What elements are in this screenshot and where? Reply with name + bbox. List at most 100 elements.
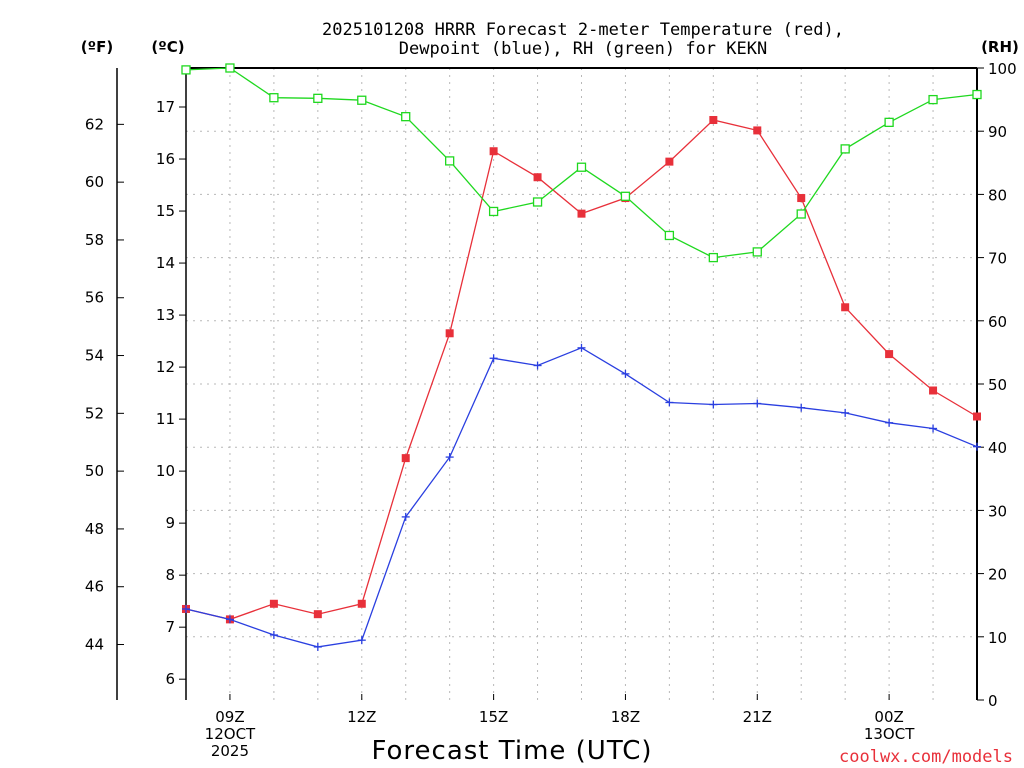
dewpoint-point (797, 403, 806, 412)
temperature-point (401, 454, 410, 463)
dewpoint-point (357, 636, 366, 645)
x-tick-label: 18Z (611, 708, 640, 726)
grid-lines (186, 68, 977, 700)
rh-point (225, 63, 235, 73)
rh-point (664, 230, 675, 241)
celsius-tick-label: 15 (156, 202, 175, 220)
temperature-point (533, 173, 542, 182)
celsius-unit-label: (ºC) (151, 38, 184, 56)
dewpoint-point (665, 398, 674, 407)
temperature-point (269, 599, 278, 608)
x-axis-title: Forecast Time (UTC) (371, 736, 652, 766)
temperature-point (709, 116, 718, 125)
series-rh (181, 63, 982, 263)
celsius-tick-label: 14 (156, 254, 175, 272)
temperature-point (929, 386, 938, 395)
rh-point (752, 247, 762, 257)
fahrenheit-tick-label: 50 (85, 462, 104, 480)
series (181, 63, 982, 651)
fahrenheit-tick-label: 52 (85, 404, 104, 422)
temperature-point (489, 147, 498, 156)
rh-tick-label: 10 (988, 629, 1007, 647)
temperature-point (313, 610, 322, 619)
dewpoint-point (885, 418, 894, 427)
chart-title-line-1: 2025101208 HRRR Forecast 2-meter Tempera… (322, 20, 844, 40)
temperature-point (841, 303, 850, 312)
dewpoint-point (621, 369, 630, 378)
rh-point (620, 191, 631, 201)
rh-tick-label: 100 (988, 60, 1017, 78)
rh-tick-label: 90 (988, 123, 1007, 141)
celsius-tick-label: 8 (165, 566, 175, 584)
dewpoint-point (973, 442, 981, 451)
x-tick-label: 13OCT (864, 725, 915, 743)
celsius-tick-label: 17 (156, 98, 175, 116)
rh-unit-label: (RH) (981, 38, 1019, 56)
x-tick-label: 12OCT (205, 725, 256, 743)
dewpoint-point (269, 630, 278, 639)
rh-point (796, 209, 806, 219)
fahrenheit-tick-label: 54 (85, 347, 104, 365)
rh-point (708, 252, 718, 263)
series-dewpoint (182, 343, 981, 651)
celsius-tick-label: 10 (156, 462, 175, 480)
x-tick-label: 12Z (347, 708, 376, 726)
rh-tick-label: 70 (988, 250, 1007, 268)
x-tick-label: 00Z (874, 708, 903, 726)
chart-title-line-2: Dewpoint (blue), RH (green) for KEKN (399, 39, 767, 59)
dewpoint-point (445, 453, 454, 462)
rh-tick-label: 40 (988, 439, 1007, 457)
dewpoint-point (533, 361, 542, 370)
rh-point (928, 94, 938, 105)
rh-tick-label: 60 (988, 313, 1007, 331)
dewpoint-point (401, 512, 410, 521)
fahrenheit-tick-label: 46 (85, 578, 104, 596)
temperature-point (885, 350, 894, 359)
rh-point (357, 95, 367, 105)
dewpoint-point (313, 642, 322, 651)
celsius-tick-label: 11 (156, 410, 175, 428)
fahrenheit-tick-label: 60 (85, 173, 104, 191)
rh-point (488, 206, 499, 217)
rh-point (972, 89, 982, 100)
temperature-point (445, 329, 454, 338)
fahrenheit-tick-label: 56 (85, 289, 104, 307)
celsius-tick-label: 9 (165, 514, 175, 532)
temperature-point (973, 412, 981, 421)
temperature-point (577, 209, 586, 218)
x-tick-label: 09Z (215, 708, 244, 726)
dewpoint-point (182, 604, 190, 613)
celsius-tick-label: 7 (165, 618, 175, 636)
rh-point (840, 144, 850, 154)
fahrenheit-unit-label: (ºF) (81, 38, 113, 56)
rh-tick-label: 50 (988, 376, 1007, 394)
credit-link[interactable]: coolwx.com/models (839, 747, 1013, 767)
fahrenheit-tick-label: 62 (85, 115, 104, 133)
x-tick-label: 21Z (743, 708, 772, 726)
rh-point (313, 93, 323, 103)
dewpoint-point (709, 400, 718, 409)
rh-point (576, 162, 587, 172)
celsius-tick-label: 16 (156, 150, 175, 168)
dewpoint-point (841, 408, 850, 417)
temperature-point (357, 599, 366, 608)
rh-point (401, 112, 411, 122)
rh-tick-label: 80 (988, 186, 1007, 204)
axes (116, 67, 984, 701)
temperature-point (753, 126, 762, 135)
celsius-tick-label: 6 (165, 670, 175, 688)
rh-tick-label: 30 (988, 502, 1007, 520)
celsius-tick-label: 13 (156, 306, 175, 324)
fahrenheit-tick-label: 58 (85, 231, 104, 249)
fahrenheit-tick-label: 48 (85, 520, 104, 538)
rh-point (532, 197, 543, 207)
fahrenheit-tick-label: 44 (85, 636, 104, 654)
dewpoint-point (577, 343, 586, 352)
rh-point (445, 156, 455, 166)
dewpoint-point (489, 354, 498, 363)
rh-point (884, 117, 894, 128)
celsius-tick-label: 12 (156, 358, 175, 376)
rh-point (269, 93, 279, 103)
